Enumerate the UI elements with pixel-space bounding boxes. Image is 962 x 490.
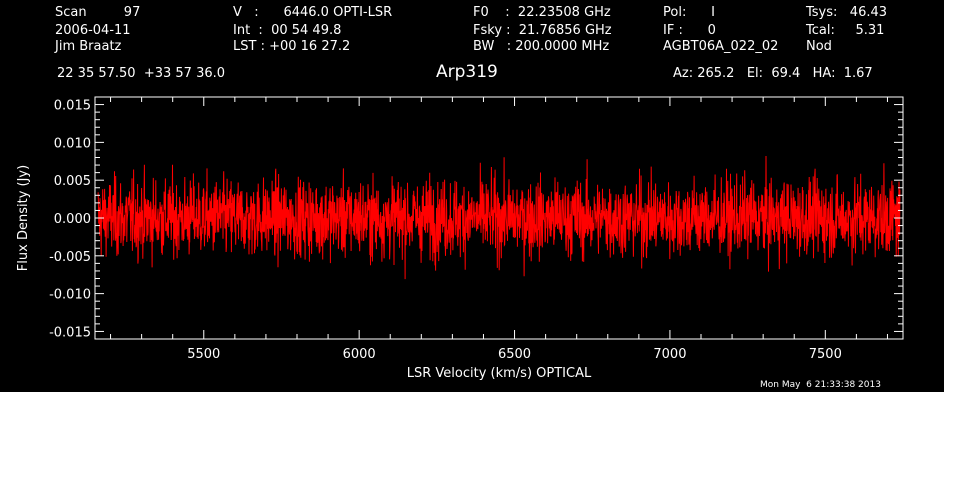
y-tick-label: 0.000: [54, 212, 91, 227]
observer-label: Jim Braatz: [55, 39, 122, 54]
spectrum-trace: [97, 155, 901, 280]
project-label: AGBT06A_022_02: [663, 39, 779, 54]
if-label: IF : 0: [663, 23, 716, 38]
integration-label: Int : 00 54 49.8: [233, 23, 342, 38]
x-tick-label: 6500: [498, 347, 531, 362]
sky-frequency-label: Fsky : 21.76856 GHz: [473, 23, 612, 38]
scan-label: Scan 97: [55, 5, 141, 20]
bandwidth-label: BW : 200.0000 MHz: [473, 39, 610, 54]
y-axis-label: Flux Density (Jy): [16, 165, 31, 271]
velocity-label: V : 6446.0 OPTI-LSR: [233, 5, 393, 20]
procedure-label: Nod: [806, 39, 832, 54]
x-tick-label: 5500: [187, 347, 220, 362]
timestamp-label: Mon May 6 21:33:38 2013: [760, 380, 881, 390]
x-tick-label: 7000: [653, 347, 686, 362]
x-tick-label: 6000: [343, 347, 376, 362]
y-tick-label: 0.010: [54, 136, 91, 151]
x-axis-label: LSR Velocity (km/s) OPTICAL: [407, 366, 592, 381]
az-el-ha-label: Az: 265.2 El: 69.4 HA: 1.67: [673, 66, 873, 81]
coordinates-label: 22 35 57.50 +33 57 36.0: [57, 66, 226, 81]
date-label: 2006-04-11: [55, 23, 131, 38]
lst-label: LST : +00 16 27.2: [233, 39, 351, 54]
y-tick-label: -0.010: [49, 288, 91, 303]
tcal-label: Tcal: 5.31: [806, 23, 885, 38]
y-tick-label: 0.005: [54, 174, 91, 189]
tsys-label: Tsys: 46.43: [806, 5, 888, 20]
source-title: Arp319: [436, 62, 498, 82]
spectrum-chart: 5500 6000 6500 7000 7500 0.015 0.010 0.005 0.000…: [16, 96, 904, 381]
x-tick-label: 7500: [809, 347, 842, 362]
y-tick-label: -0.015: [49, 325, 91, 340]
y-tick-label: 0.015: [54, 99, 91, 114]
polarization-label: Pol: I: [663, 5, 715, 20]
y-tick-label: -0.005: [49, 250, 91, 265]
rest-frequency-label: F0 : 22.23508 GHz: [473, 5, 611, 20]
